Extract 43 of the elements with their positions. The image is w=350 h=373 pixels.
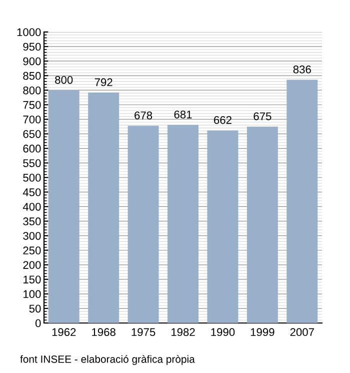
- y-tick-label: 500: [23, 174, 41, 182]
- text: font INSEE - elaboració gràfica pròpia: [20, 355, 195, 365]
- y-tick-label: 0: [35, 319, 41, 328]
- y-tick-label: 450: [22, 188, 41, 196]
- data-label: 800: [55, 76, 73, 84]
- x-tick-label: 1975: [132, 328, 156, 336]
- y-tick-label: 1000: [17, 28, 41, 36]
- y-tick-label: 250: [23, 246, 41, 254]
- x-tick-label: 1999: [250, 328, 274, 336]
- x-tick-label: 1968: [92, 328, 116, 336]
- data-label: 675: [254, 112, 272, 120]
- y-tick-label: 400: [22, 202, 41, 211]
- y-tick-label: 150: [24, 276, 41, 284]
- y-tick-label: 900: [23, 57, 41, 66]
- x-tick-label: 1982: [171, 328, 195, 336]
- y-tick-label: 350: [23, 217, 41, 226]
- data-label: 681: [174, 110, 192, 118]
- bar: [168, 124, 198, 323]
- y-tick-label: 600: [23, 144, 41, 153]
- y-tick-label: 300: [23, 232, 41, 240]
- x-tick-label: 2007: [290, 328, 314, 336]
- bar: [286, 80, 318, 323]
- y-tick-label: 800: [23, 86, 41, 94]
- y-tick-label: 100: [24, 290, 41, 298]
- y-tick-label: 50: [29, 304, 41, 313]
- x-tick-label: 1990: [211, 328, 235, 336]
- y-tick-label: 850: [23, 72, 41, 80]
- y-tick-label: 950: [23, 42, 41, 51]
- bar: [246, 126, 278, 323]
- y-tick-label: 550: [23, 159, 41, 168]
- bar: [48, 90, 80, 323]
- bar: [207, 130, 238, 323]
- bar: [128, 126, 159, 323]
- x-tick-label: 1962: [52, 328, 76, 336]
- y-tick-label: 200: [23, 261, 41, 269]
- y-tick-label: 750: [23, 101, 41, 109]
- data-label: 678: [134, 111, 152, 120]
- y-tick-label: 650: [23, 130, 41, 138]
- bar: [88, 92, 120, 323]
- y-tick-label: 700: [23, 116, 41, 124]
- data-label: 792: [94, 78, 112, 86]
- data-label: 836: [293, 65, 311, 74]
- data-label: 662: [214, 116, 232, 124]
